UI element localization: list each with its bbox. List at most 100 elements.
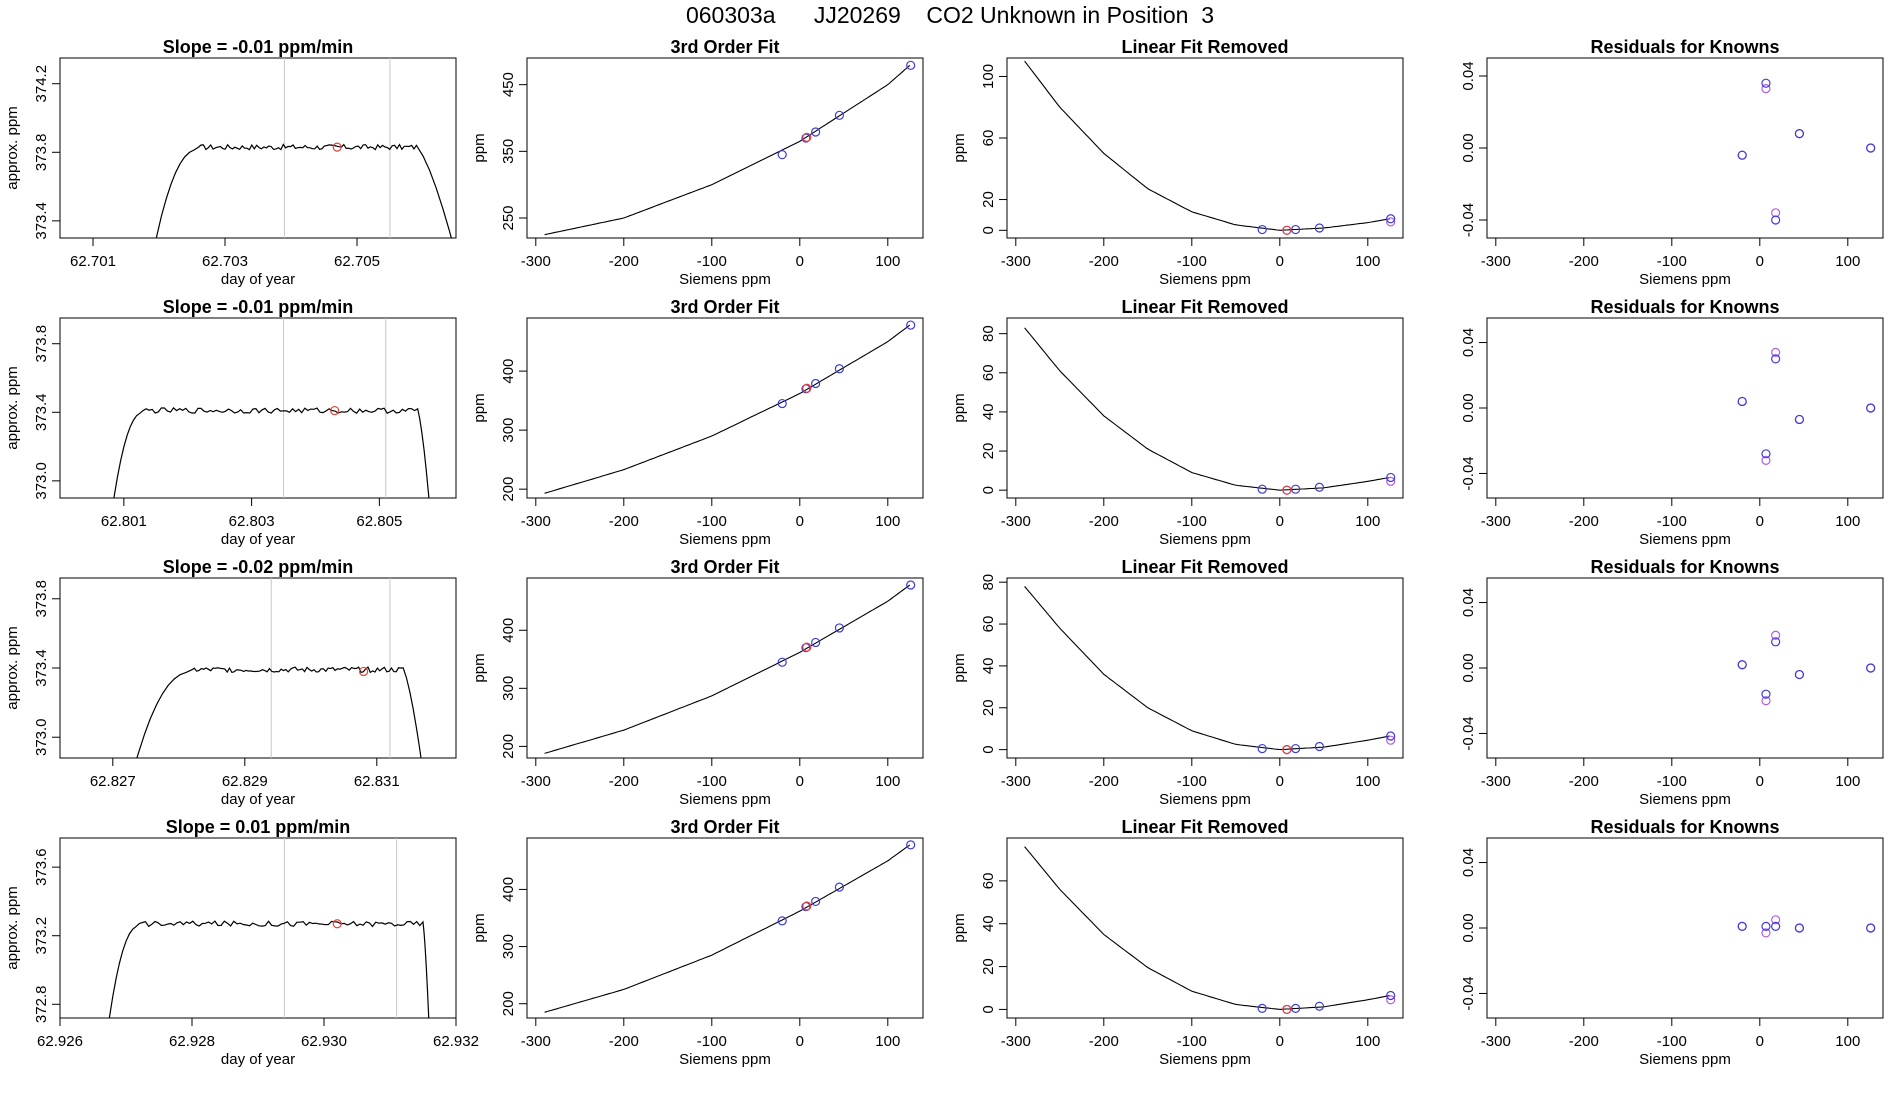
y-tick-label: 0.04 xyxy=(1460,61,1477,90)
y-tick-label: 0.00 xyxy=(1460,133,1477,162)
x-tick-label: 62.805 xyxy=(356,513,402,530)
data-point xyxy=(906,840,916,850)
y-tick-label: 373.4 xyxy=(33,394,50,432)
data-point xyxy=(1386,472,1396,483)
y-tick-label: 373.0 xyxy=(33,462,50,500)
plot-frame xyxy=(1006,837,1404,1019)
x-tick-label: 100 xyxy=(1835,253,1860,270)
y-tick-label: 373.4 xyxy=(33,202,50,240)
plot-area xyxy=(1024,327,1396,495)
y-axis-label: ppm xyxy=(951,653,968,682)
panel-title: 3rd Order Fit xyxy=(670,557,779,577)
data-point xyxy=(802,132,812,142)
plot-area xyxy=(155,58,452,238)
x-tick-label: 0 xyxy=(796,513,804,530)
y-axis-label: ppm xyxy=(471,133,488,162)
x-axis-label: Siemens ppm xyxy=(1639,1051,1731,1068)
x-tick-label: -300 xyxy=(1001,1033,1031,1050)
y-axis-label: ppm xyxy=(951,913,968,942)
panel-title: Linear Fit Removed xyxy=(1121,817,1288,837)
x-tick-label: 0 xyxy=(1756,773,1764,790)
y-axis-label: ppm xyxy=(471,913,488,942)
series-line xyxy=(544,64,911,236)
y-axis-label: approx. ppm xyxy=(4,626,21,709)
y-tick-label: 0 xyxy=(980,226,997,234)
y-tick-label: 0.04 xyxy=(1460,328,1477,357)
panel-title: Linear Fit Removed xyxy=(1121,297,1288,317)
plot-area xyxy=(136,578,422,758)
data-point xyxy=(1761,689,1771,699)
x-axis-label: Siemens ppm xyxy=(679,791,771,808)
plot-area xyxy=(544,580,916,754)
data-point xyxy=(1771,915,1781,925)
y-tick-label: 20 xyxy=(980,958,997,975)
panel-title: Residuals for Knowns xyxy=(1590,557,1779,577)
x-tick-label: -200 xyxy=(609,513,639,530)
y-tick-label: -0.04 xyxy=(1460,203,1477,237)
x-tick-label: 0 xyxy=(796,773,804,790)
y-tick-label: 200 xyxy=(500,991,517,1016)
y-tick-label: 250 xyxy=(500,205,517,230)
x-tick-label: 62.827 xyxy=(90,773,136,790)
data-point xyxy=(1314,223,1325,233)
series-line xyxy=(113,407,430,498)
x-tick-label: 100 xyxy=(875,773,900,790)
data-point xyxy=(1282,485,1292,495)
data-point xyxy=(1282,745,1292,755)
plot-frame xyxy=(1006,317,1404,499)
data-point xyxy=(359,666,369,677)
y-axis-label: ppm xyxy=(471,653,488,682)
plot-area xyxy=(113,318,430,498)
x-tick-label: 100 xyxy=(1835,773,1860,790)
data-point xyxy=(1771,354,1781,364)
data-point xyxy=(1386,990,1396,1001)
series-line xyxy=(155,143,452,238)
y-tick-label: 0.04 xyxy=(1460,588,1477,617)
plot-frame xyxy=(526,577,924,759)
x-tick-label: -100 xyxy=(697,513,727,530)
data-point xyxy=(811,896,821,907)
y-tick-label: 373.8 xyxy=(33,580,50,618)
x-tick-label: -200 xyxy=(1089,1033,1119,1050)
y-tick-label: 0 xyxy=(980,745,997,753)
data-point xyxy=(1794,669,1805,680)
x-tick-label: -100 xyxy=(697,1033,727,1050)
x-tick-label: -200 xyxy=(609,1033,639,1050)
data-point xyxy=(1761,449,1771,459)
data-point xyxy=(1291,224,1301,235)
plot-frame xyxy=(59,837,457,1019)
x-axis-label: Siemens ppm xyxy=(679,1051,771,1068)
data-point xyxy=(1794,923,1805,933)
y-tick-label: 373.8 xyxy=(33,325,50,363)
x-tick-label: -200 xyxy=(1569,513,1599,530)
series-line xyxy=(1024,327,1390,491)
x-tick-label: 0 xyxy=(1276,1033,1284,1050)
x-tick-label: -100 xyxy=(1657,513,1687,530)
y-tick-label: 40 xyxy=(980,404,997,421)
data-point xyxy=(1771,208,1781,218)
plot-area xyxy=(1024,60,1396,235)
x-tick-label: 62.928 xyxy=(169,1033,215,1050)
y-tick-label: 0.00 xyxy=(1460,393,1477,422)
x-tick-label: 0 xyxy=(1276,773,1284,790)
plot-frame xyxy=(1486,57,1884,239)
x-tick-label: -300 xyxy=(1001,513,1031,530)
y-tick-label: 0.00 xyxy=(1460,653,1477,682)
series-line xyxy=(544,584,911,754)
x-tick-label: 62.801 xyxy=(101,513,147,530)
y-tick-label: 20 xyxy=(980,443,997,460)
data-point xyxy=(1386,995,1396,1005)
plot-frame xyxy=(1006,57,1404,239)
x-axis-label: Siemens ppm xyxy=(1159,791,1251,808)
y-tick-label: -0.04 xyxy=(1460,456,1477,490)
x-tick-label: 100 xyxy=(1355,773,1380,790)
x-tick-label: -300 xyxy=(521,773,551,790)
data-point xyxy=(1282,1004,1292,1015)
series-line xyxy=(544,844,911,1013)
y-tick-label: -0.04 xyxy=(1460,716,1477,750)
series-line xyxy=(1024,586,1390,751)
y-axis-label: ppm xyxy=(951,393,968,422)
panel-title: Slope = 0.01 ppm/min xyxy=(166,817,351,837)
y-tick-label: 80 xyxy=(980,574,997,591)
plot-area xyxy=(1024,846,1396,1015)
